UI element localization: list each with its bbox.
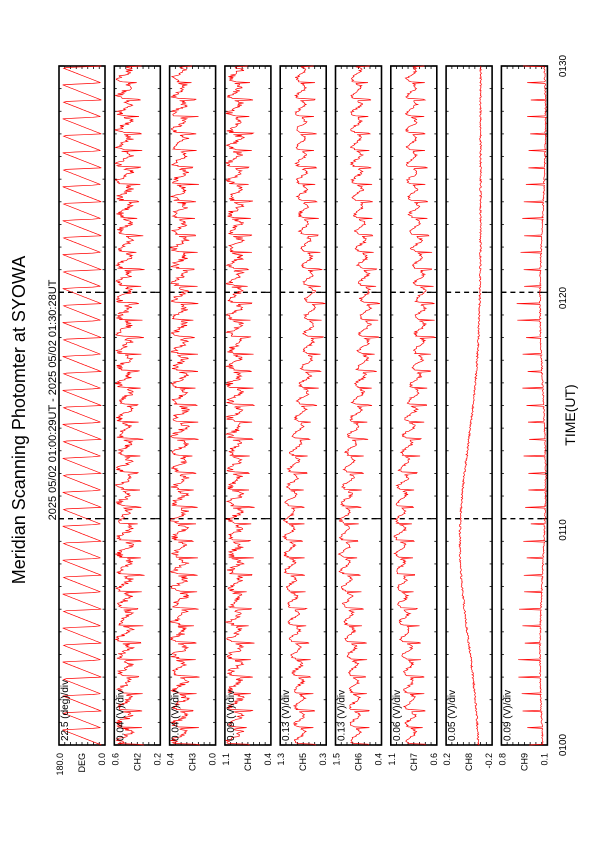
panel-ch7 [389,65,438,746]
y-tick-top-label: 0.8 [497,753,507,766]
y-tick-top-label: 0.2 [442,753,452,766]
panel-ch4 [224,65,272,746]
channel-label: CH7 [409,753,419,771]
panel-ch6 [334,65,383,746]
y-tick-bottom-label: 0.4 [374,753,384,766]
panel-frame [389,65,438,746]
time-range-label: 2025 05/02 01:00:29UT - 2025 05/02 01:30… [47,279,59,520]
scale-label: 0.09 (V)/div [226,690,237,741]
scale-label: 22.5 (deg)/div [60,680,71,741]
panel-ch5 [279,65,328,746]
panel-ch2 [113,65,162,746]
panel-angle [58,65,106,746]
y-tick-top-label: 1.1 [221,753,231,766]
channel-label: CH6 [354,753,364,771]
channel-label: CH9 [519,753,529,771]
x-tick-label: 0100 [558,733,569,756]
scale-label: 0.09 (V)/div [502,690,513,741]
trace-line [114,65,145,746]
x-tick-label: 0120 [558,286,569,309]
y-tick-top-label: 1.3 [276,753,286,766]
channel-label: DEG [77,753,87,773]
scale-label: 0.06 (V)/div [392,690,403,741]
trace-line [281,65,326,746]
trace-line [516,65,547,746]
trace-line [224,65,256,746]
scale-label: 0.04 (V)/div [171,690,182,741]
panel-ch3 [168,65,217,746]
trace-line [458,65,483,746]
y-tick-top-label: 1.5 [332,753,342,766]
trace-line [62,65,102,746]
y-tick-top-label: 180.0 [55,753,65,776]
chart-title: Meridian Scanning Photomter at SYOWA [9,256,29,584]
trace-line [337,65,380,746]
scale-label: 0.13 (V)/div [337,690,348,741]
x-tick-label: 0130 [558,54,569,77]
trace-line [169,65,200,746]
y-tick-bottom-label: -0.2 [484,753,494,769]
channel-label: CH5 [298,753,308,771]
panel-ch8 [445,65,493,746]
channel-label: CH3 [188,753,198,771]
y-tick-bottom-label: 0.1 [539,753,549,766]
channel-label: CH8 [464,753,474,771]
y-tick-bottom-label: 0.3 [318,753,328,766]
y-tick-bottom-label: 0.0 [208,753,218,766]
channel-label: CH2 [132,753,142,771]
y-tick-bottom-label: 0.4 [263,753,273,766]
x-tick-labels: 0100 0110 0120 0130 [558,54,569,756]
y-tick-bottom-label: 0.6 [429,753,439,766]
y-tick-bottom-label: 0.0 [97,753,107,766]
panels: 180.0 DEG 0.0 22.5 (deg)/div 0.6 CH2 0.2 0.04 (… [55,65,549,776]
panel-frame [334,65,383,746]
scale-label: 0.05 (V)/div [447,690,458,741]
panel-frame [500,65,549,746]
channel-label: CH4 [243,753,253,771]
scale-label: 0.04 (V)/div [115,690,126,741]
x-axis-label: TIME(UT) [562,384,578,445]
y-tick-top-label: 0.6 [110,753,120,766]
panel-ch9 [500,65,549,746]
trace-line [393,65,437,746]
scale-label: 0.13 (V)/div [281,690,292,741]
y-tick-top-label: 0.4 [166,753,176,766]
y-tick-bottom-label: 0.2 [152,753,162,766]
y-tick-top-label: 1.1 [387,753,397,766]
x-tick-label: 0110 [558,519,569,541]
